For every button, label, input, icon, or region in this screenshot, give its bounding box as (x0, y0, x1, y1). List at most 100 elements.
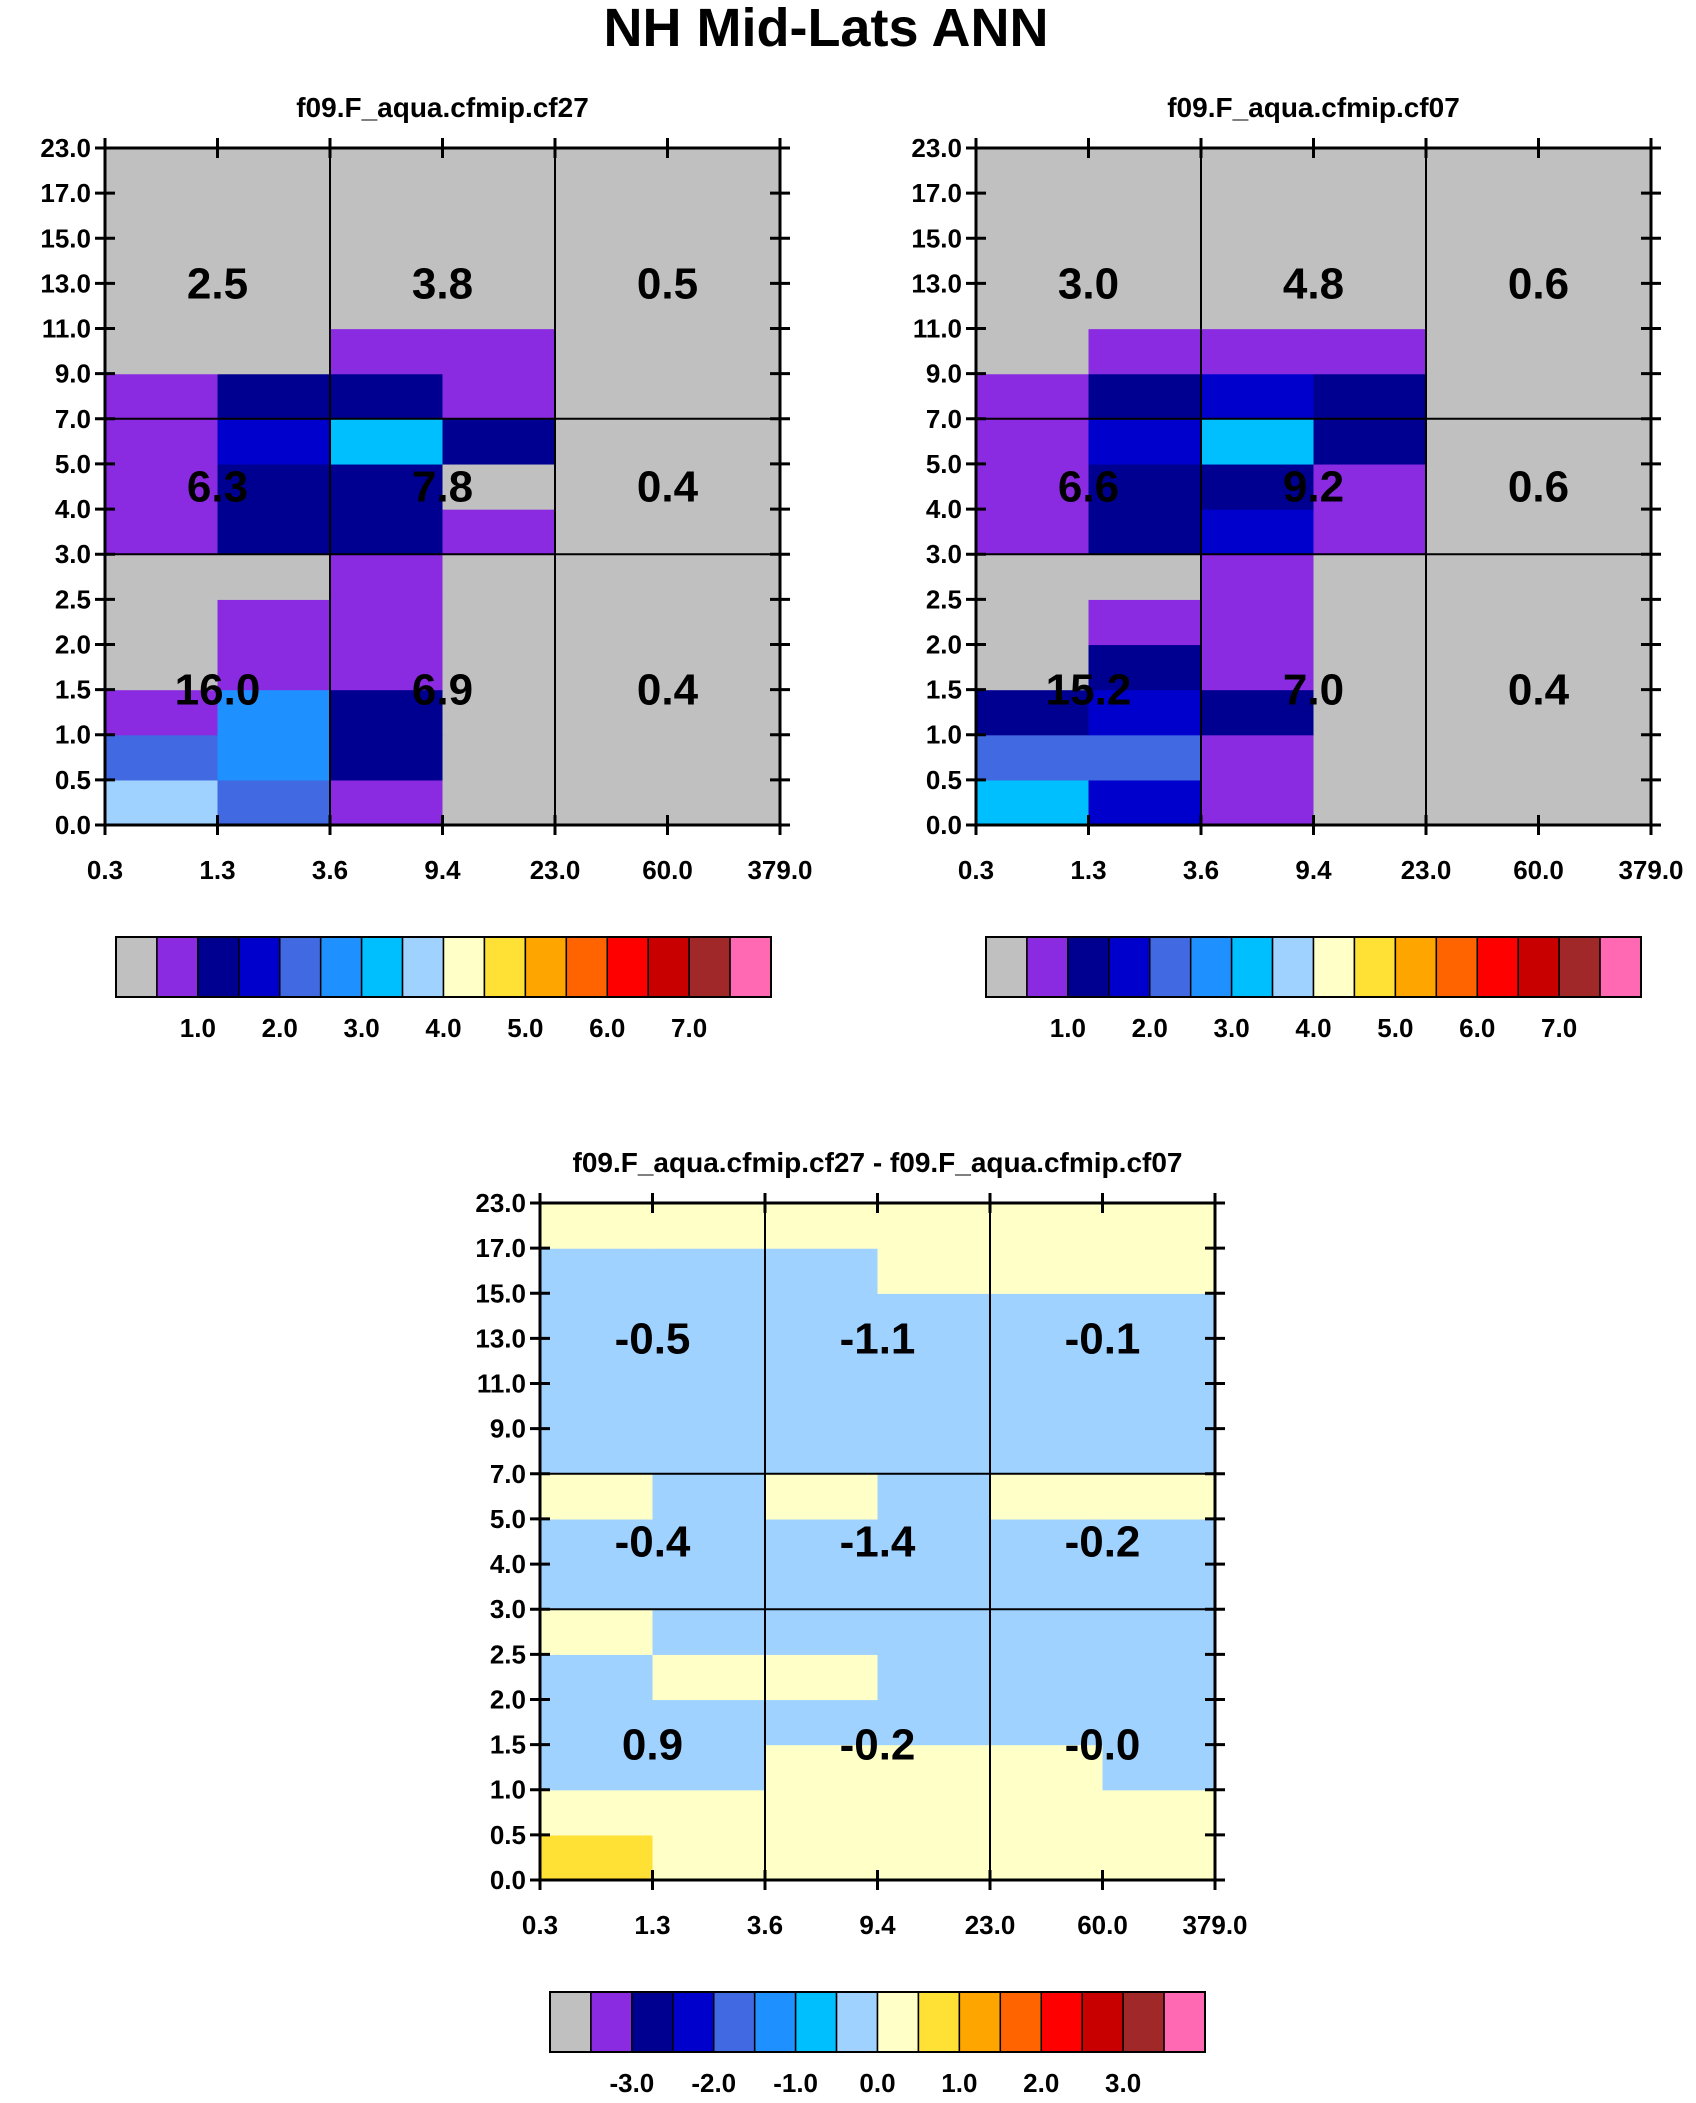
box-value: 0.6 (1508, 259, 1569, 308)
colorbar-swatch (1230, 936, 1274, 998)
heatmap-cell (105, 734, 219, 781)
heatmap-cell (1313, 418, 1427, 465)
heatmap-cell (217, 148, 331, 194)
heatmap-cell (555, 418, 669, 465)
colorbar-swatch (442, 936, 486, 998)
box-value: 3.8 (412, 259, 473, 308)
heatmap-cell (1102, 1473, 1216, 1520)
heatmap-cell (1313, 283, 1427, 330)
y-tick-label: 4.0 (490, 1549, 526, 1579)
x-tick-label: 379.0 (1182, 1910, 1247, 1940)
heatmap-cell (1102, 1428, 1216, 1475)
heatmap-cell (667, 283, 781, 330)
heatmap-cell (1538, 644, 1652, 691)
y-tick-label: 7.0 (490, 1459, 526, 1489)
heatmap-cell (442, 463, 556, 510)
figure-title: NH Mid-Lats ANN (604, 0, 1049, 58)
heatmap-cell (1088, 193, 1202, 239)
colorbar-label: -1.0 (773, 2068, 818, 2098)
colorbar-swatch (1394, 936, 1438, 998)
heatmap-cell (1201, 599, 1315, 646)
heatmap-cell (976, 328, 1090, 375)
heatmap-cell (1538, 148, 1652, 194)
box-value: 6.9 (412, 666, 473, 715)
heatmap-cell (105, 779, 219, 826)
heatmap-cell (1201, 148, 1315, 194)
heatmap-cell (667, 689, 781, 736)
heatmap-cell (555, 734, 669, 781)
colorbar-swatch (115, 936, 158, 998)
box-value: 0.9 (622, 1721, 683, 1770)
heatmap-cell (217, 644, 331, 691)
y-tick-label: 1.5 (490, 1730, 526, 1760)
heatmap-cell (1313, 734, 1427, 781)
colorbar-label: 2.0 (262, 1013, 298, 1043)
heatmap-cell (1538, 238, 1652, 284)
heatmap-cell (976, 148, 1090, 194)
y-tick-label: 15.0 (40, 223, 91, 253)
heatmap-cell (652, 1338, 766, 1385)
heatmap-cell (765, 1699, 879, 1746)
heatmap-cell (1102, 1383, 1216, 1430)
heatmap-cell (540, 1564, 654, 1610)
heatmap-cell (667, 554, 781, 600)
colorbar-swatch (835, 1991, 879, 2053)
heatmap-cell (652, 1473, 766, 1520)
box-value: -0.4 (615, 1518, 691, 1567)
heatmap-cell (877, 1654, 991, 1701)
heatmap-cell (330, 193, 444, 239)
heatmap-cell (1102, 1744, 1216, 1791)
y-tick-label: 0.5 (490, 1820, 526, 1850)
heatmap-cell (540, 1654, 654, 1701)
heatmap-cell (1313, 328, 1427, 375)
heatmap-cell (330, 689, 444, 736)
y-tick-label: 4.0 (55, 494, 91, 524)
heatmap-cell (1088, 463, 1202, 510)
heatmap-cell (1538, 463, 1652, 510)
heatmap-cell (217, 779, 331, 826)
heatmap-cell (442, 509, 556, 555)
heatmap-cell (105, 238, 219, 284)
heatmap-cell (1201, 509, 1315, 555)
heatmap-cell (555, 193, 669, 239)
heatmap-cell (1201, 238, 1315, 284)
x-tick-label: 9.4 (424, 855, 461, 885)
heatmap-cell (555, 463, 669, 510)
y-tick-label: 7.0 (926, 404, 962, 434)
heatmap-cell (540, 1338, 654, 1385)
heatmap-cell (1426, 644, 1540, 691)
y-tick-label: 13.0 (40, 268, 91, 298)
heatmap-cell (442, 328, 556, 375)
heatmap-cell (652, 1293, 766, 1339)
heatmap-cell (877, 1744, 991, 1791)
y-tick-label: 2.5 (926, 584, 962, 614)
heatmap-cell (1426, 734, 1540, 781)
y-tick-label: 7.0 (55, 404, 91, 434)
heatmap-cell (105, 509, 219, 555)
heatmap-cell (555, 373, 669, 420)
heatmap-cell (765, 1654, 879, 1701)
box-value: 2.5 (187, 259, 248, 308)
heatmap-cell (105, 283, 219, 330)
colorbar-swatch (647, 936, 690, 998)
heatmap-cell (877, 1609, 991, 1655)
heatmap-cell (217, 238, 331, 284)
colorbar-label: 7.0 (671, 1013, 707, 1043)
heatmap-cell (990, 1744, 1104, 1791)
heatmap-cell (652, 1428, 766, 1475)
box-value: -1.4 (840, 1518, 916, 1567)
colorbar-swatch (1517, 936, 1560, 998)
heatmap-cell (330, 418, 444, 465)
y-tick-label: 15.0 (475, 1278, 526, 1308)
heatmap-cell (877, 1248, 991, 1294)
heatmap-cell (765, 1609, 879, 1655)
heatmap-cell (990, 1338, 1104, 1385)
heatmap-cell (667, 509, 781, 555)
heatmap-cell (330, 734, 444, 781)
heatmap-cell (667, 193, 781, 239)
y-tick-label: 23.0 (40, 133, 91, 163)
box-value: -0.5 (615, 1314, 691, 1363)
y-tick-label: 0.5 (926, 765, 962, 795)
heatmap-cell (1201, 734, 1315, 781)
